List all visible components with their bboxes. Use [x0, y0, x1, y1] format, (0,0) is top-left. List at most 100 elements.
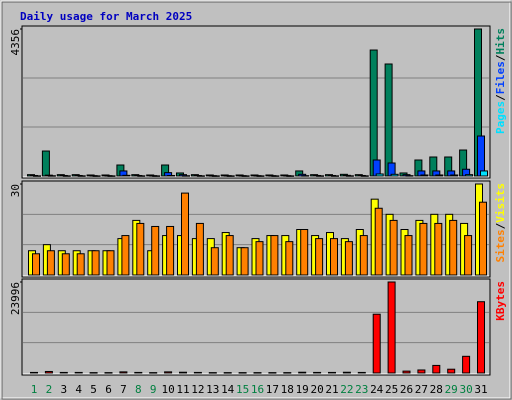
x-tick-label: 20: [310, 383, 323, 396]
bar: [328, 371, 336, 374]
bar: [300, 229, 309, 276]
bar: [136, 222, 145, 276]
legend: KBytes: [494, 281, 507, 321]
legend-entry: Pages: [494, 101, 507, 134]
x-tick-label: 13: [206, 383, 219, 396]
bar: [417, 369, 426, 374]
bar: [238, 372, 247, 374]
bar: [357, 371, 366, 374]
x-tick-label: 8: [135, 383, 142, 396]
bar: [387, 281, 396, 374]
bar: [134, 371, 143, 374]
bar: [179, 371, 187, 374]
bar: [106, 250, 115, 276]
x-tick-label: 9: [150, 383, 157, 396]
x-tick-label: 6: [105, 383, 112, 396]
bar: [33, 175, 41, 177]
x-tick-label: 21: [325, 383, 338, 396]
bar: [360, 175, 369, 177]
x-tick-label: 28: [430, 383, 443, 396]
bar: [41, 150, 50, 177]
x-tick-label: 15: [236, 383, 249, 396]
x-tick-label: 30: [459, 383, 472, 396]
bar: [405, 175, 414, 177]
x-tick-label: 4: [75, 383, 82, 396]
bar: [432, 364, 441, 374]
bar: [255, 241, 264, 276]
chart-title: Daily usage for March 2025: [20, 10, 192, 23]
x-tick-label: 10: [161, 383, 174, 396]
bar: [465, 174, 474, 177]
bar: [253, 372, 262, 374]
bar: [285, 241, 294, 276]
bar: [167, 174, 176, 177]
y-tick-label: 4356: [9, 29, 22, 56]
panel: [21, 25, 491, 179]
bar: [477, 301, 485, 374]
bar: [210, 247, 219, 276]
bar: [384, 63, 393, 177]
bar: [181, 192, 189, 276]
bar: [330, 238, 338, 276]
bar: [61, 253, 70, 276]
bar: [166, 225, 175, 276]
bar: [369, 49, 378, 177]
x-tick-label: 1: [31, 383, 38, 396]
legend-entry: KBytes: [494, 281, 507, 321]
bar: [149, 372, 158, 374]
bar: [286, 175, 295, 177]
bar: [151, 225, 160, 276]
y-tick-label: 23996: [9, 282, 22, 315]
bar: [89, 372, 98, 374]
bar: [479, 201, 487, 276]
bar: [420, 174, 429, 177]
bar: [449, 219, 458, 276]
x-tick-label: 23: [355, 383, 368, 396]
bar: [402, 370, 411, 374]
x-tick-label: 16: [251, 383, 264, 396]
bar: [62, 175, 71, 177]
legend-entry: Hits: [494, 28, 507, 55]
bar: [76, 253, 85, 276]
bar: [345, 175, 354, 177]
bar: [211, 175, 220, 177]
bar: [359, 235, 368, 276]
bar: [193, 371, 202, 374]
x-tick-label: 27: [415, 383, 428, 396]
bar: [447, 368, 456, 374]
bar: [374, 207, 383, 276]
bar: [223, 372, 232, 374]
x-tick-label: 2: [46, 383, 53, 396]
bar: [226, 175, 235, 177]
bar: [196, 175, 205, 177]
bar: [241, 175, 250, 177]
bar: [372, 313, 381, 374]
bar: [122, 174, 131, 177]
x-tick-label: 29: [445, 383, 458, 396]
x-tick-label: 17: [266, 383, 279, 396]
bar: [390, 173, 399, 177]
bar: [225, 235, 234, 276]
bar: [152, 175, 161, 177]
x-tick-label: 18: [281, 383, 294, 396]
bar: [59, 371, 68, 374]
bar: [77, 175, 86, 177]
bar: [434, 222, 443, 276]
bar: [47, 175, 56, 177]
bar: [342, 371, 351, 374]
bar: [450, 174, 459, 177]
legend-separator: /: [494, 94, 507, 101]
bar: [298, 371, 307, 374]
bar: [375, 173, 384, 177]
bar: [268, 372, 277, 374]
x-tick-label: 3: [60, 383, 67, 396]
bar: [121, 235, 130, 276]
bar: [313, 371, 322, 374]
x-tick-label: 14: [221, 383, 235, 396]
x-tick-label: 7: [120, 383, 127, 396]
legend-entry: Visits: [494, 183, 507, 223]
x-tick-label: 5: [90, 383, 97, 396]
x-tick-label: 31: [474, 383, 487, 396]
